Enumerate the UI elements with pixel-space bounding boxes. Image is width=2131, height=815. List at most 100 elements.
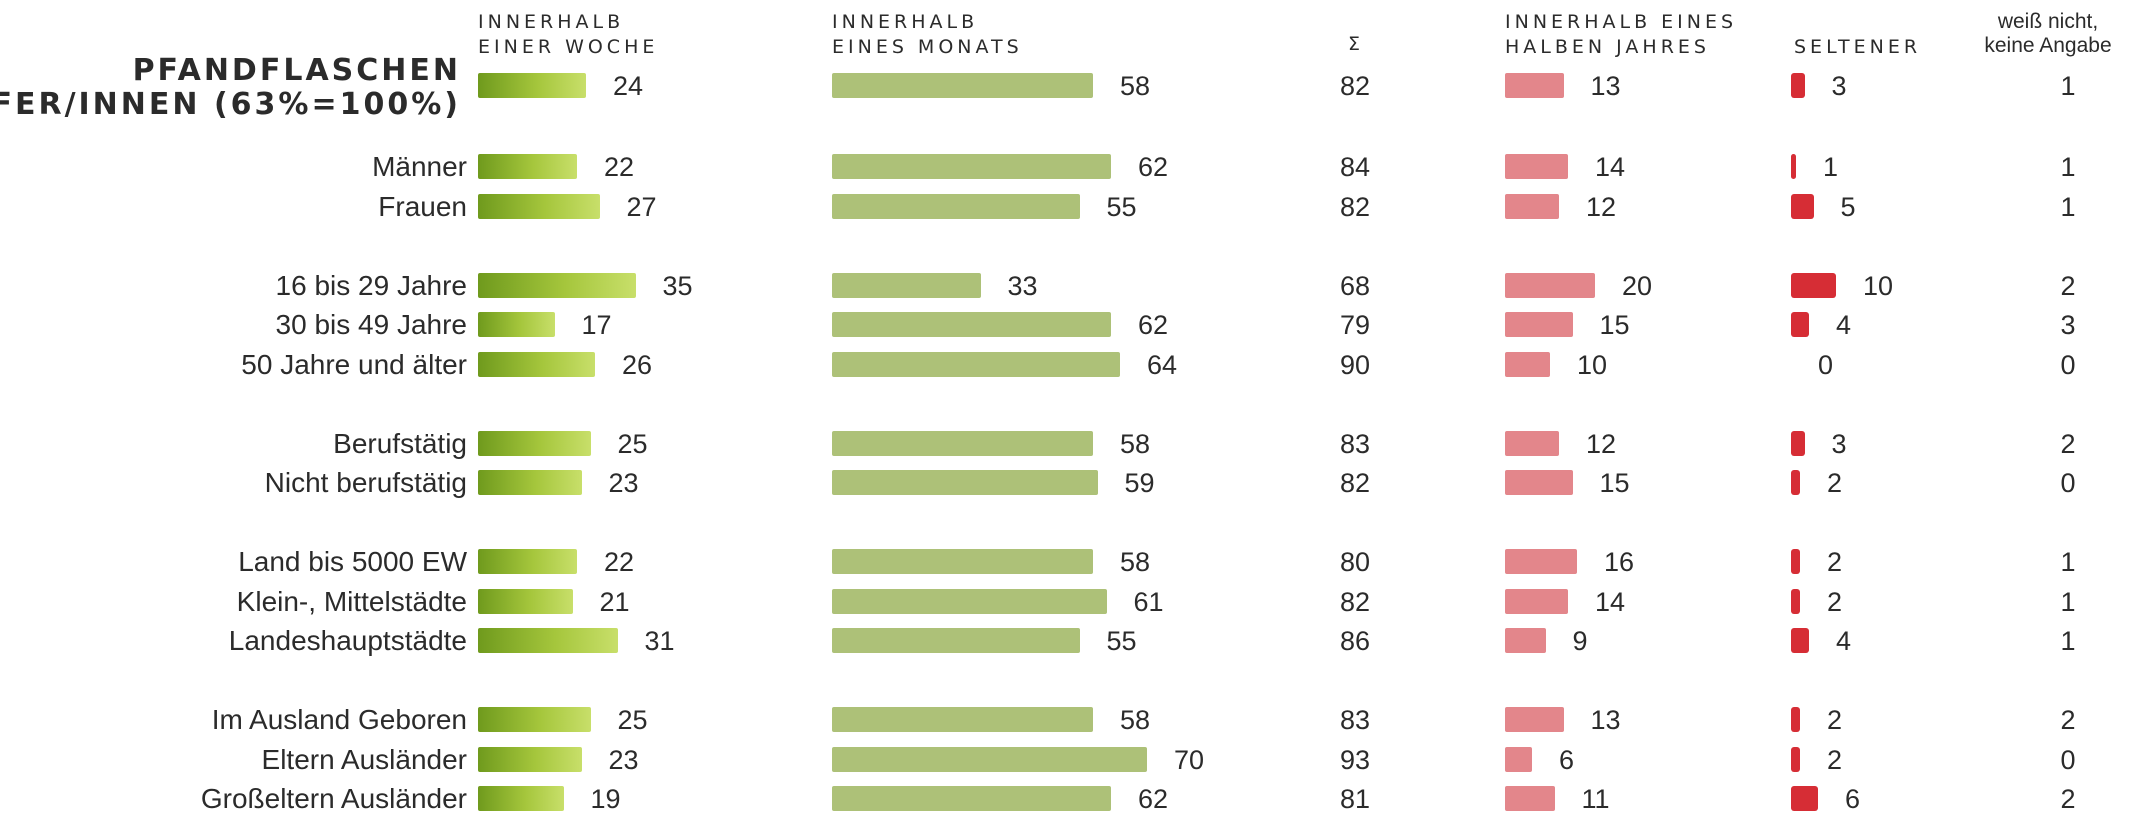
header-month: INNERHALB EINES MONATS [832, 10, 1023, 60]
header-half-year: INNERHALB EINES HALBEN JAHRES [1505, 10, 1737, 60]
week-bar [478, 194, 600, 219]
rare-bar [1791, 73, 1805, 98]
week-bar [478, 154, 577, 179]
month-bar [832, 628, 1080, 653]
rare-bar [1791, 786, 1818, 811]
week-value: 17 [581, 310, 612, 340]
half-bar [1505, 154, 1568, 179]
week-value: 19 [590, 784, 621, 814]
half-value: 6 [1559, 745, 1575, 775]
half-value: 14 [1595, 587, 1626, 617]
week-bar [478, 470, 582, 495]
half-value: 13 [1590, 705, 1621, 735]
no-answer-value: 0 [2060, 468, 2076, 498]
month-value: 64 [1147, 350, 1178, 380]
half-bar [1505, 312, 1573, 337]
half-bar [1505, 431, 1559, 456]
rare-value: 4 [1836, 626, 1852, 656]
month-value: 58 [1120, 71, 1151, 101]
rare-value: 4 [1836, 310, 1852, 340]
half-value: 9 [1572, 626, 1588, 656]
header-month-line2: EINES MONATS [832, 36, 1023, 58]
week-value: 23 [608, 745, 639, 775]
header-rarer: SELTENER [1794, 36, 1922, 58]
chart-title: PFANDFLASCHEN KÄUFER/INNEN (63%=100%) [0, 54, 461, 122]
month-bar [832, 549, 1093, 574]
rare-bar [1791, 549, 1800, 574]
row-label: 30 bis 49 Jahre [275, 309, 467, 340]
month-value: 62 [1138, 784, 1169, 814]
week-value: 35 [662, 271, 693, 301]
week-bar [478, 786, 564, 811]
sum-value: 82 [1339, 192, 1371, 222]
header-na-line1: weiß nicht, [1997, 10, 2099, 33]
rare-value: 2 [1827, 705, 1843, 735]
no-answer-value: 1 [2060, 626, 2076, 656]
rare-bar [1791, 470, 1800, 495]
rare-value: 2 [1827, 468, 1843, 498]
month-bar [832, 273, 981, 298]
no-answer-value: 2 [2060, 271, 2076, 301]
rare-value: 2 [1827, 547, 1843, 577]
half-value: 12 [1586, 429, 1617, 459]
no-answer-value: 2 [2060, 784, 2076, 814]
row-label: Landeshauptstädte [228, 625, 467, 656]
month-bar [832, 73, 1093, 98]
sum-value: 82 [1339, 587, 1371, 617]
rare-bar [1791, 628, 1809, 653]
week-bar [478, 73, 586, 98]
row-label: Berufstätig [333, 428, 467, 459]
sum-value: 68 [1339, 271, 1371, 301]
row-label: Männer [372, 151, 467, 182]
rare-value: 10 [1863, 271, 1894, 301]
week-value: 25 [617, 429, 648, 459]
half-bar [1505, 470, 1573, 495]
header-week: INNERHALB EINER WOCHE [478, 10, 658, 60]
month-bar [832, 352, 1120, 377]
rare-value: 3 [1831, 429, 1847, 459]
week-value: 24 [613, 71, 644, 101]
rare-value: 1 [1823, 152, 1839, 182]
half-value: 15 [1599, 310, 1630, 340]
row-label: Großeltern Ausländer [200, 783, 467, 814]
week-bar [478, 273, 636, 298]
sum-value: 82 [1339, 468, 1371, 498]
month-value: 62 [1138, 310, 1169, 340]
half-value: 10 [1577, 350, 1608, 380]
half-value: 11 [1581, 784, 1610, 814]
row-label: Im Ausland Geboren [211, 704, 467, 735]
sum-value: 86 [1339, 626, 1371, 656]
month-value: 70 [1174, 745, 1205, 775]
header-week-line1: INNERHALB [478, 11, 625, 33]
week-value: 26 [622, 350, 653, 380]
half-bar [1505, 549, 1577, 574]
sum-value: 82 [1339, 71, 1371, 101]
week-bar [478, 747, 582, 772]
sum-value: 93 [1339, 745, 1371, 775]
chart-title-line2: KÄUFER/INNEN (63%=100%) [0, 87, 461, 122]
sum-value: 83 [1339, 705, 1371, 735]
sum-value: 90 [1339, 350, 1371, 380]
rare-value: 3 [1831, 71, 1847, 101]
sum-value: 83 [1339, 429, 1371, 459]
rare-bar [1791, 194, 1814, 219]
rare-bar [1791, 589, 1800, 614]
month-value: 55 [1106, 626, 1137, 656]
half-value: 15 [1599, 468, 1630, 498]
week-bar [478, 312, 555, 337]
month-bar [832, 154, 1111, 179]
month-bar [832, 431, 1093, 456]
no-answer-value: 1 [2060, 587, 2076, 617]
no-answer-value: 1 [2060, 192, 2076, 222]
rare-bar [1791, 707, 1800, 732]
week-value: 21 [599, 587, 630, 617]
rare-value: 6 [1845, 784, 1861, 814]
sum-value: 80 [1339, 547, 1371, 577]
rare-bar [1791, 431, 1805, 456]
month-value: 58 [1120, 547, 1151, 577]
half-value: 12 [1586, 192, 1617, 222]
month-bar [832, 470, 1098, 495]
header-month-line1: INNERHALB [832, 11, 979, 33]
week-value: 25 [617, 705, 648, 735]
no-answer-value: 1 [2060, 547, 2076, 577]
